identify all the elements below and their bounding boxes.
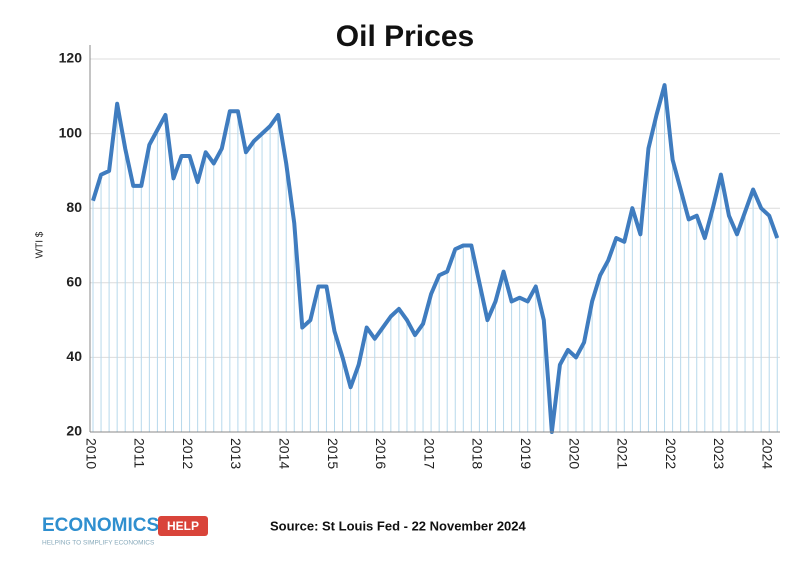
y-axis-label: WTI $ [35, 231, 46, 258]
logo-badge-text: HELP [167, 519, 199, 533]
x-tick-label: 2023 [711, 438, 727, 469]
x-tick-label: 2019 [518, 438, 534, 469]
y-tick-label: 120 [59, 50, 83, 66]
x-tick-label: 2015 [325, 438, 341, 469]
y-tick-label: 40 [66, 348, 82, 364]
x-tick-label: 2022 [663, 438, 679, 469]
x-tick-label: 2010 [83, 438, 99, 469]
logo-badge [158, 516, 208, 536]
y-tick-label: 100 [59, 124, 83, 140]
x-tick-label: 2017 [421, 438, 437, 469]
source: Source: St Louis Fed - 22 November 2024 [270, 518, 527, 533]
x-tick-label: 2011 [132, 438, 148, 468]
x-tick-label: 2020 [566, 438, 582, 469]
x-tick-label: 2012 [180, 438, 196, 469]
y-tick-label: 20 [66, 423, 82, 439]
x-tick-label: 2024 [759, 438, 775, 469]
x-tick-label: 2018 [470, 438, 486, 469]
logo-text: ECONOMICS [42, 515, 159, 536]
chart-title: Oil Prices [336, 20, 474, 53]
y-tick-label: 60 [66, 274, 82, 290]
x-tick-label: 2021 [615, 438, 631, 469]
x-tick-label: 2014 [276, 438, 292, 469]
price-line [91, 83, 780, 434]
x-tick-label: 2016 [373, 438, 389, 469]
x-tick-label: 2013 [228, 438, 244, 469]
y-tick-label: 80 [66, 199, 82, 215]
logo-tagline: HELPING TO SIMPLIFY ECONOMICS [42, 540, 155, 547]
